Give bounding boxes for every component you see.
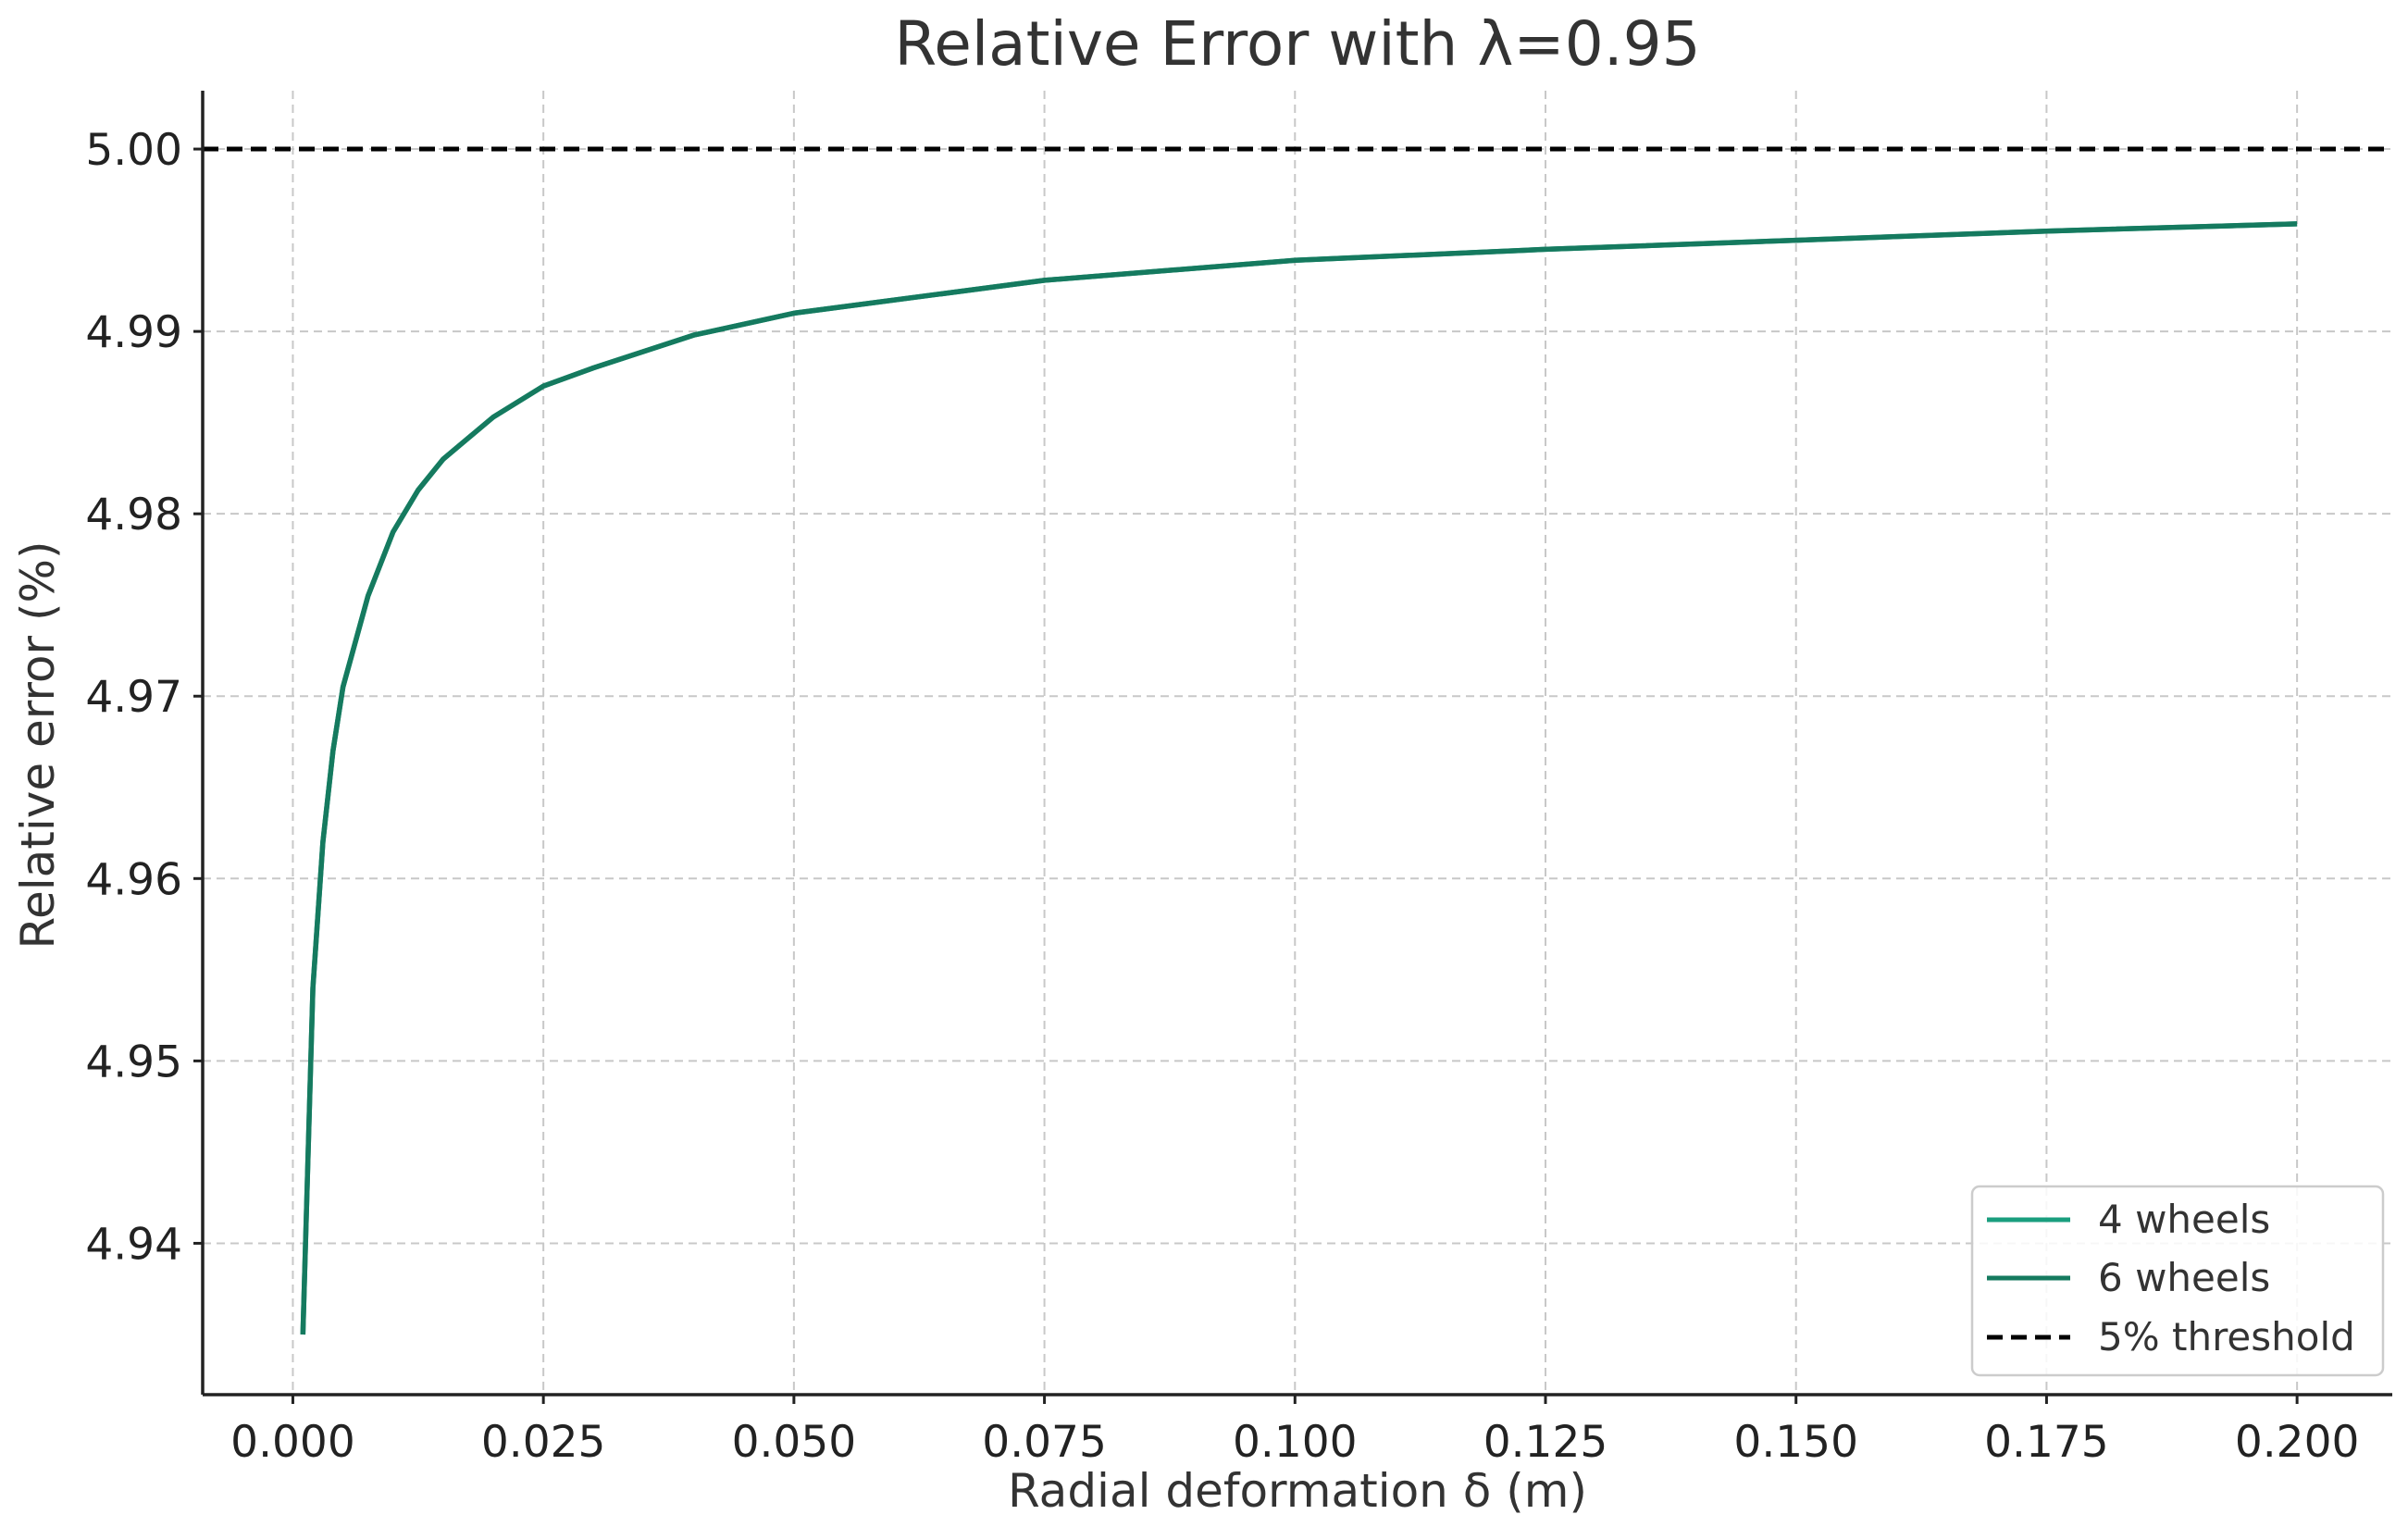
series-layer	[300, 221, 2298, 1335]
y-tick-label: 4.97	[85, 672, 182, 723]
x-tick-label: 0.175	[1984, 1417, 2109, 1468]
legend-box	[1970, 1185, 2385, 1377]
legend-label-threshold: 5% threshold	[2098, 1314, 2355, 1359]
y-ticks: 4.94 4.95 4.96 4.97 4.98 4.99 5.00	[85, 125, 203, 1270]
legend-label-4-wheels: 4 wheels	[2098, 1197, 2270, 1242]
legend: 4 wheels 6 wheels 5% threshold	[1970, 1185, 2385, 1377]
y-tick-label: 4.94	[85, 1219, 182, 1270]
x-ticks: 0.000 0.025 0.050 0.075 0.100 0.125 0.150 0.175…	[230, 1395, 2359, 1468]
x-tick-label: 0.000	[230, 1417, 355, 1468]
x-tick-label: 0.050	[732, 1417, 857, 1468]
series-line-6-wheels	[300, 221, 2298, 1335]
y-tick-label: 4.99	[85, 307, 182, 358]
x-tick-label: 0.075	[982, 1417, 1107, 1468]
y-tick-label: 4.95	[85, 1037, 182, 1087]
y-tick-label: 4.98	[85, 490, 182, 540]
axes	[201, 91, 2392, 1397]
legend-label-6-wheels: 6 wheels	[2098, 1255, 2270, 1300]
x-tick-label: 0.025	[481, 1417, 606, 1468]
y-axis-label: Relative error (%)	[11, 541, 65, 950]
x-tick-label: 0.125	[1483, 1417, 1608, 1468]
y-tick-label: 5.00	[85, 125, 182, 176]
x-axis-label: Radial deformation δ (m)	[1008, 1464, 1587, 1518]
chart-title: Relative Error with λ=0.95	[894, 8, 1700, 80]
x-tick-label: 0.100	[1233, 1417, 1358, 1468]
y-tick-label: 4.96	[85, 854, 182, 905]
grid	[203, 91, 2392, 1395]
series-line-4-wheels	[300, 221, 2298, 1335]
x-tick-label: 0.200	[2235, 1417, 2360, 1468]
x-tick-label: 0.150	[1733, 1417, 1858, 1468]
